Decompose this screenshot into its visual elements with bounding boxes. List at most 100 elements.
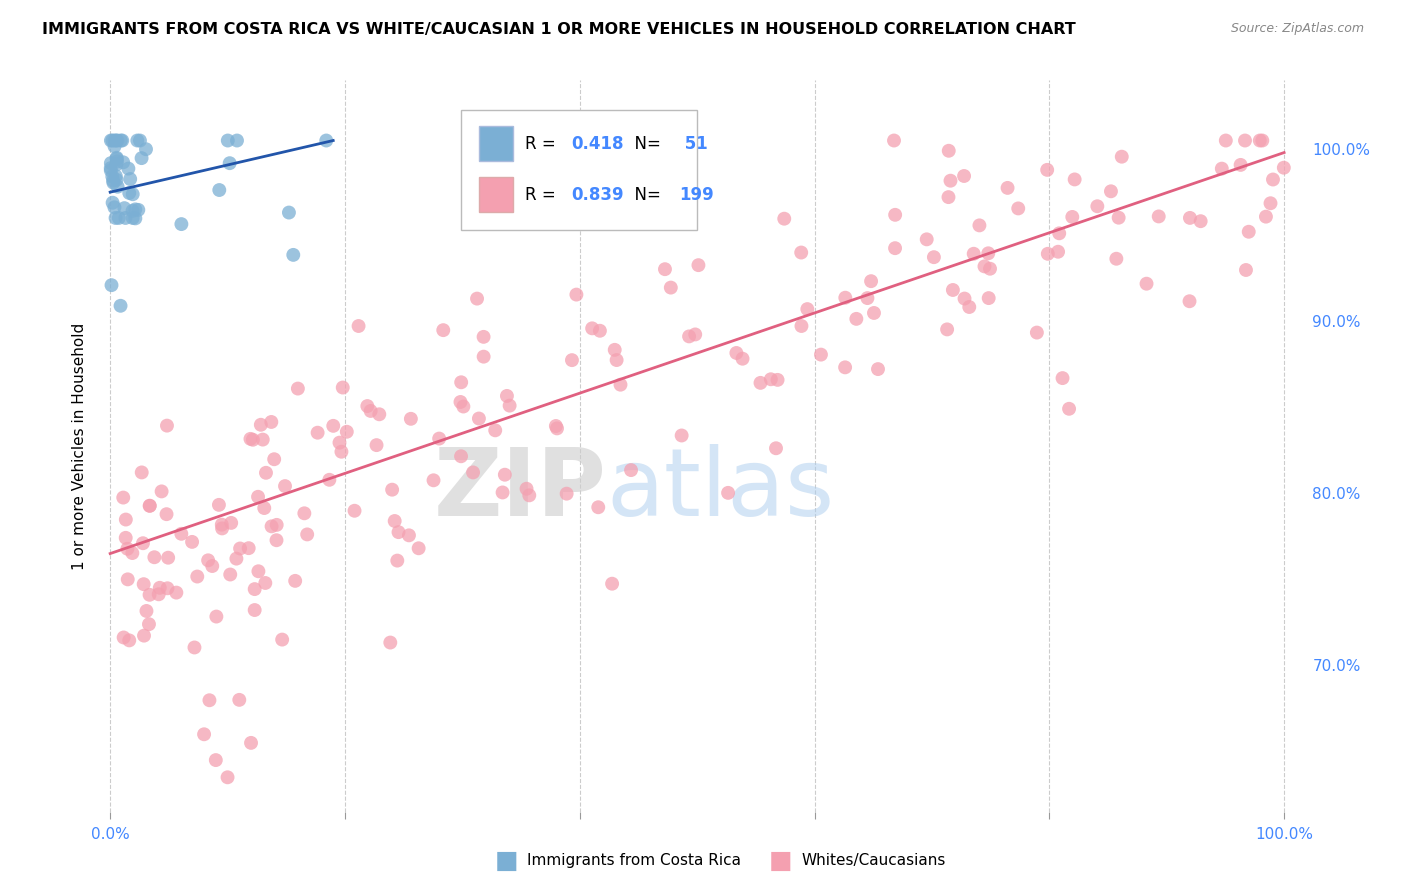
Point	[1062, 210, 1084, 224]
Point	[922, 250, 945, 264]
Text: ■: ■	[495, 849, 517, 872]
Point	[114, 211, 136, 225]
Point	[432, 323, 454, 337]
Point	[1261, 172, 1284, 186]
Point	[589, 324, 612, 338]
Point	[250, 417, 273, 432]
Point	[461, 466, 484, 480]
Point	[135, 604, 157, 618]
Point	[183, 640, 205, 655]
FancyBboxPatch shape	[461, 110, 697, 230]
Point	[254, 576, 277, 591]
Point	[107, 179, 129, 194]
Point	[229, 541, 252, 556]
Text: 199: 199	[679, 186, 714, 204]
Point	[211, 517, 233, 532]
Point	[749, 376, 772, 390]
Point	[101, 169, 124, 184]
Point	[356, 399, 378, 413]
Point	[124, 202, 146, 217]
Point	[112, 631, 135, 645]
Point	[1234, 263, 1257, 277]
Text: N=: N=	[624, 186, 666, 204]
Point	[1237, 225, 1260, 239]
Point	[198, 693, 221, 707]
Point	[263, 452, 285, 467]
Text: 51: 51	[679, 135, 707, 153]
Point	[1025, 326, 1047, 340]
Point	[254, 466, 277, 480]
Point	[765, 442, 787, 456]
Point	[253, 501, 276, 516]
Point	[100, 278, 122, 293]
Point	[717, 486, 740, 500]
Point	[1047, 244, 1070, 259]
Point	[588, 500, 610, 515]
Point	[110, 299, 132, 313]
Point	[104, 211, 127, 225]
Point	[156, 418, 179, 433]
Point	[561, 353, 583, 368]
Point	[156, 582, 179, 596]
Point	[1233, 134, 1256, 148]
Point	[138, 588, 160, 602]
Point	[609, 377, 631, 392]
Point	[266, 517, 288, 532]
Point	[112, 201, 135, 215]
Point	[884, 241, 907, 255]
Point	[834, 360, 856, 375]
Point	[226, 134, 249, 148]
Point	[150, 484, 173, 499]
Point	[239, 432, 262, 446]
Point	[1111, 150, 1133, 164]
Point	[1178, 294, 1201, 309]
Point	[127, 134, 149, 148]
Point	[100, 161, 122, 175]
Point	[121, 187, 143, 202]
Point	[135, 142, 157, 156]
Point	[138, 617, 160, 632]
Point	[1007, 202, 1029, 216]
Point	[860, 274, 883, 288]
Text: Whites/Caucasians: Whites/Caucasians	[801, 854, 946, 868]
Point	[124, 211, 146, 226]
Point	[121, 211, 143, 225]
Point	[103, 139, 125, 153]
Point	[157, 550, 180, 565]
Point	[121, 546, 143, 560]
Point	[100, 163, 122, 178]
Point	[318, 473, 340, 487]
Point	[260, 415, 283, 429]
Point	[105, 152, 128, 166]
Text: 0.839: 0.839	[571, 186, 624, 204]
Point	[450, 395, 472, 409]
Point	[332, 380, 354, 394]
Point	[155, 507, 177, 521]
Point	[1211, 161, 1233, 176]
Point	[100, 134, 122, 148]
Point	[1036, 247, 1059, 261]
Point	[101, 134, 124, 148]
Point	[953, 292, 976, 306]
Point	[997, 181, 1019, 195]
Point	[208, 183, 231, 197]
Point	[915, 232, 938, 246]
Point	[659, 280, 682, 294]
Point	[260, 519, 283, 533]
Point	[117, 161, 139, 176]
Point	[131, 151, 153, 165]
Point	[381, 483, 404, 497]
Point	[181, 535, 204, 549]
Point	[884, 208, 907, 222]
Text: ZIP: ZIP	[433, 444, 606, 536]
Point	[284, 574, 307, 588]
Point	[1147, 210, 1170, 224]
Point	[977, 291, 1000, 305]
Point	[963, 246, 986, 260]
Point	[977, 246, 1000, 260]
Point	[1272, 161, 1295, 175]
Point	[796, 302, 818, 317]
Point	[266, 533, 288, 548]
Point	[834, 291, 856, 305]
Point	[148, 587, 170, 601]
